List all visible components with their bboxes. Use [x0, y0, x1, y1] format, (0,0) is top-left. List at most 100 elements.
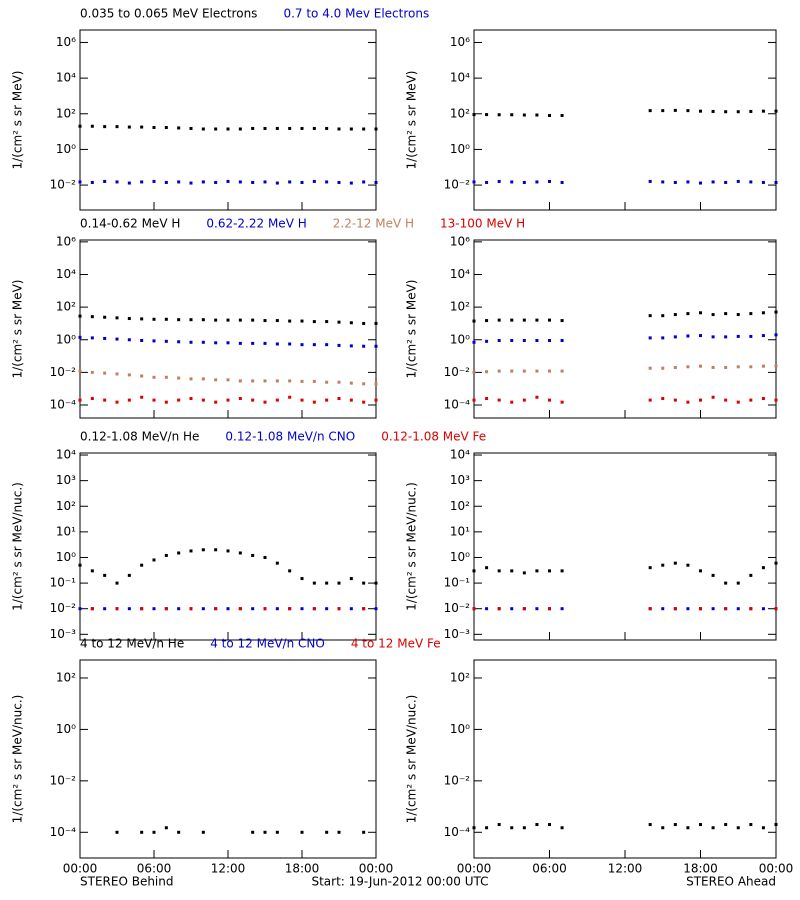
legend-entry: 4 to 12 MeV/n CNO: [210, 637, 325, 651]
data-point: [497, 607, 501, 611]
data-point: [349, 381, 353, 385]
data-point: [724, 607, 728, 611]
y-tick-label: 10⁻²: [444, 365, 471, 379]
data-point: [152, 607, 156, 611]
y-tick-label: 10⁻³: [50, 627, 77, 641]
data-point: [774, 310, 778, 314]
data-point: [325, 830, 329, 834]
data-point: [164, 339, 168, 343]
data-point: [214, 548, 218, 552]
data-point: [749, 180, 753, 184]
legend-entry: 0.7 to 4.0 Mev Electrons: [283, 7, 429, 21]
data-point: [736, 110, 740, 114]
data-point: [699, 181, 702, 185]
data-point: [78, 398, 82, 402]
data-point: [648, 823, 652, 827]
data-point: [472, 826, 476, 830]
data-point: [312, 126, 316, 130]
data-point: [711, 335, 715, 339]
data-point: [560, 400, 564, 404]
data-point: [337, 581, 341, 585]
data-point: [226, 378, 230, 382]
data-point: [535, 180, 539, 184]
data-point: [673, 335, 677, 339]
y-axis-label: 1/(cm² s sr MeV): [11, 280, 25, 379]
data-point: [226, 179, 230, 183]
data-point: [661, 180, 665, 184]
y-tick-label: 10⁰: [56, 142, 76, 156]
y-tick-label: 10⁻¹: [444, 576, 471, 590]
data-point: [774, 180, 778, 184]
data-point: [686, 180, 690, 184]
data-point: [127, 573, 131, 577]
data-point: [177, 551, 181, 555]
data-point: [201, 398, 205, 402]
y-tick-label: 10⁴: [56, 448, 76, 462]
data-point: [749, 573, 753, 577]
data-point: [300, 379, 304, 383]
data-point: [177, 126, 181, 130]
data-point: [127, 181, 131, 185]
data-point: [749, 823, 753, 827]
data-point: [214, 400, 218, 404]
data-point: [374, 180, 378, 184]
data-point: [177, 340, 181, 344]
y-tick-label: 10⁶: [56, 35, 76, 49]
data-point: [497, 113, 501, 117]
data-point: [238, 318, 242, 322]
y-tick-label: 10⁴: [450, 71, 470, 85]
data-point: [251, 398, 255, 402]
y-axis-label: 1/(cm² s sr MeV/nuc.): [11, 482, 25, 611]
data-point: [648, 179, 652, 183]
legend-entry: 4 to 12 MeV Fe: [351, 637, 441, 651]
y-tick-label: 10⁶: [450, 234, 470, 248]
data-point: [238, 551, 242, 555]
data-point: [699, 569, 702, 573]
data-point: [164, 125, 168, 129]
data-point: [90, 569, 94, 573]
data-point: [263, 607, 267, 611]
data-point: [711, 826, 715, 830]
data-point: [673, 823, 677, 827]
data-point: [472, 340, 476, 344]
data-point: [761, 607, 765, 611]
data-point: [548, 607, 551, 611]
y-tick-label: 10³: [56, 473, 76, 487]
data-point: [673, 180, 677, 184]
data-point: [238, 127, 242, 131]
data-point: [510, 400, 514, 404]
y-axis-label: 1/(cm² s sr MeV): [11, 71, 25, 170]
data-point: [177, 180, 181, 184]
data-point: [164, 607, 168, 611]
data-point: [472, 113, 476, 117]
data-point: [300, 398, 304, 402]
legend-entry: 2.2-12 MeV H: [333, 217, 414, 231]
data-point: [115, 607, 119, 611]
data-point: [472, 607, 476, 611]
data-point: [472, 319, 476, 323]
data-point: [288, 395, 292, 399]
y-tick-label: 10²: [56, 300, 76, 314]
data-point: [263, 126, 267, 130]
data-point: [189, 377, 193, 381]
data-point: [300, 319, 304, 323]
legend-entry: 0.14-0.62 MeV H: [80, 217, 180, 231]
data-point: [90, 336, 94, 340]
data-point: [362, 382, 366, 386]
data-point: [749, 109, 753, 113]
data-point: [263, 400, 267, 404]
data-point: [115, 180, 119, 184]
data-point: [275, 126, 279, 130]
data-point: [78, 335, 82, 339]
data-point: [337, 607, 341, 611]
data-point: [522, 826, 526, 830]
data-point: [560, 113, 564, 117]
data-point: [485, 397, 489, 401]
data-point: [522, 338, 526, 342]
data-point: [275, 398, 279, 402]
legend-entry: 4 to 12 MeV/n He: [80, 637, 184, 651]
data-point: [724, 581, 728, 585]
data-point: [78, 124, 82, 128]
data-point: [226, 318, 230, 322]
data-point: [736, 334, 740, 338]
